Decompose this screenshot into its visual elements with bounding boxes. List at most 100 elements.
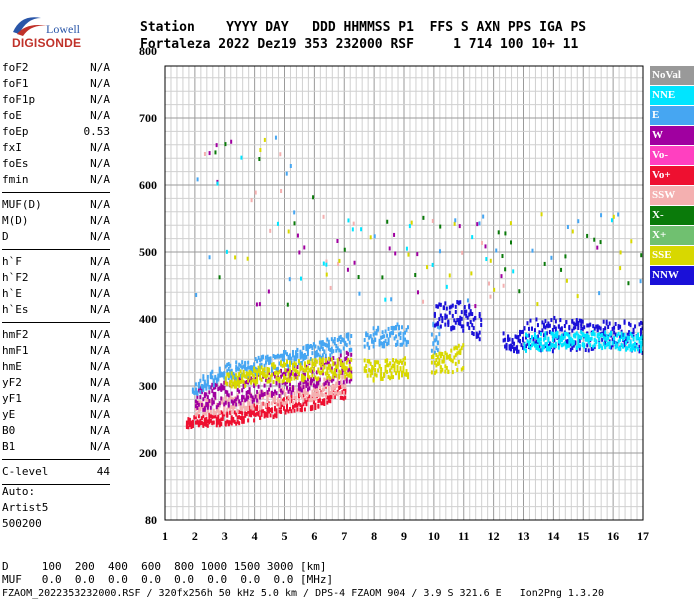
data-point	[257, 392, 260, 397]
data-point	[218, 401, 221, 406]
data-point	[466, 322, 469, 327]
data-point	[348, 366, 351, 371]
data-point	[366, 359, 369, 364]
data-point	[592, 346, 595, 351]
data-point	[305, 383, 308, 388]
data-point	[248, 365, 251, 370]
data-point	[341, 337, 344, 342]
data-point	[640, 320, 643, 325]
data-point	[217, 407, 220, 412]
data-point	[404, 330, 406, 335]
data-point	[299, 355, 302, 360]
data-point	[327, 373, 330, 378]
data-point	[529, 339, 532, 344]
param-name: yF2	[2, 376, 22, 389]
data-point	[416, 290, 419, 295]
data-point	[256, 401, 259, 406]
data-point	[244, 366, 247, 371]
data-point	[533, 328, 536, 333]
data-point	[226, 369, 229, 374]
data-point	[399, 366, 402, 371]
data-point	[315, 370, 318, 375]
data-point	[378, 364, 381, 369]
data-point	[194, 382, 197, 387]
data-point	[623, 343, 626, 348]
data-point	[619, 334, 622, 339]
data-point	[396, 364, 399, 369]
data-point	[268, 360, 271, 365]
data-point	[299, 392, 302, 397]
data-point	[472, 326, 475, 331]
data-point	[587, 348, 590, 353]
data-point	[312, 367, 315, 372]
data-point	[259, 148, 262, 153]
data-point	[269, 374, 272, 379]
data-point	[554, 344, 557, 349]
data-point	[451, 313, 454, 318]
data-point	[288, 371, 291, 376]
data-point	[535, 343, 538, 348]
data-point	[396, 342, 399, 347]
data-point	[406, 340, 409, 345]
data-point	[398, 326, 401, 331]
data-point	[277, 397, 280, 402]
data-point	[371, 367, 374, 372]
data-point	[638, 339, 641, 344]
data-point	[287, 364, 290, 369]
data-point	[229, 405, 232, 410]
data-point	[345, 356, 348, 361]
data-point	[504, 344, 507, 349]
data-point	[538, 337, 541, 342]
y-tick-label: 300	[139, 379, 157, 393]
data-point	[257, 400, 260, 405]
data-point	[230, 399, 233, 404]
data-point	[610, 218, 613, 223]
data-point	[459, 348, 462, 353]
data-point	[223, 408, 226, 413]
data-point	[628, 335, 631, 340]
data-point	[281, 402, 284, 407]
data-point	[433, 338, 436, 343]
data-point	[339, 370, 342, 375]
clevel-label: C-level	[2, 465, 49, 478]
data-point	[266, 413, 269, 418]
data-point	[330, 391, 333, 396]
data-point	[221, 416, 224, 421]
data-point	[545, 331, 548, 336]
data-point	[623, 320, 626, 325]
data-point	[480, 240, 483, 245]
data-point	[363, 338, 366, 343]
data-point	[255, 302, 258, 307]
data-point	[454, 361, 457, 366]
data-point	[293, 221, 296, 226]
data-point	[513, 341, 516, 346]
data-point	[470, 271, 473, 276]
param-name: foF1p	[2, 93, 36, 106]
data-point	[250, 411, 253, 416]
data-point	[538, 340, 541, 345]
data-point	[604, 330, 607, 335]
data-point	[306, 349, 309, 354]
data-point	[221, 386, 224, 391]
param-name: foF2	[2, 61, 29, 74]
data-point	[283, 349, 286, 354]
data-point	[238, 367, 241, 372]
data-point	[199, 395, 202, 400]
data-point	[466, 315, 469, 320]
data-point	[626, 332, 629, 337]
data-point	[401, 325, 404, 330]
data-point	[444, 315, 447, 320]
data-point	[296, 352, 299, 357]
data-point	[275, 367, 278, 372]
data-point	[392, 363, 395, 368]
data-point	[260, 355, 263, 360]
param-row: hmF2 N/A	[2, 327, 110, 343]
data-point	[306, 387, 309, 392]
data-point	[341, 362, 344, 367]
data-point	[338, 373, 341, 378]
data-point	[442, 355, 445, 360]
data-point	[589, 343, 592, 348]
data-point	[575, 318, 578, 323]
data-point	[326, 375, 329, 380]
data-point	[260, 405, 263, 410]
